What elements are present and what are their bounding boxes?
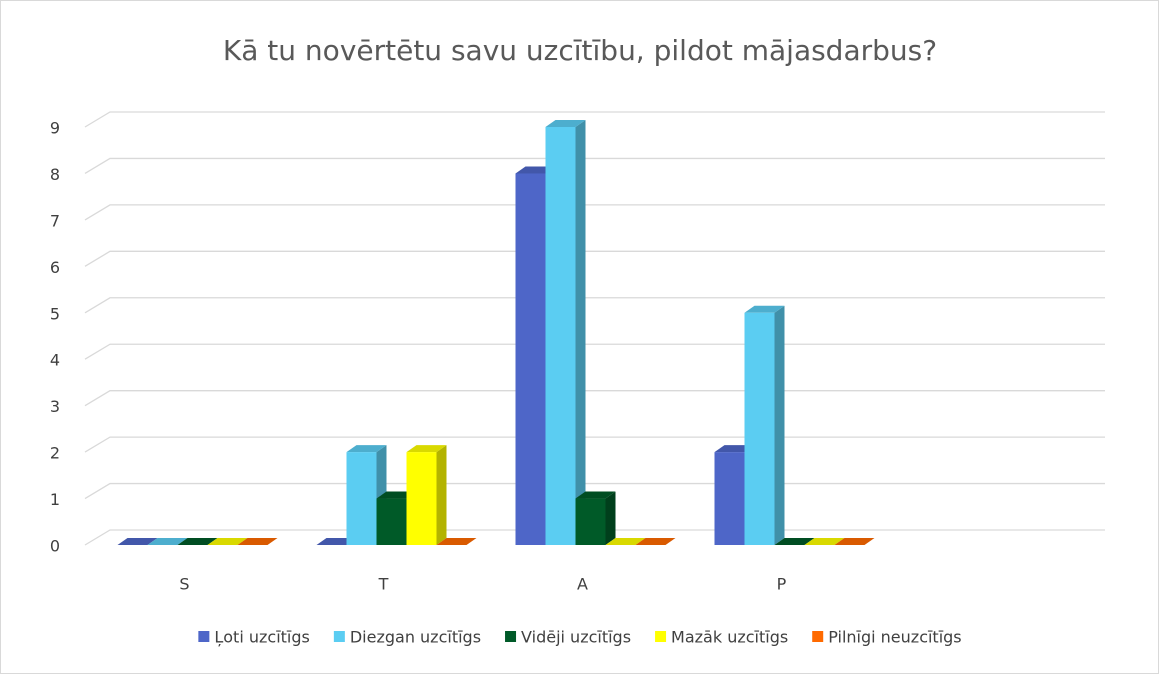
chart-title: Kā tu novērtētu savu uzcītību, pildot mā… xyxy=(223,34,937,67)
bar-top xyxy=(207,538,248,545)
bar-top xyxy=(804,538,845,545)
bar-top xyxy=(575,491,616,499)
bar xyxy=(635,538,676,545)
bar-front xyxy=(714,452,745,545)
legend-label: Pilnīgi neuzcītīgs xyxy=(828,628,961,647)
bar-front xyxy=(376,498,407,545)
bar-front xyxy=(744,312,775,545)
bar xyxy=(605,538,646,545)
bar xyxy=(834,538,875,545)
bar-top xyxy=(834,538,875,545)
bar xyxy=(237,538,278,545)
bar xyxy=(804,538,845,545)
bar-top xyxy=(635,538,676,545)
bar-top xyxy=(346,445,387,453)
bar-side xyxy=(774,305,785,545)
legend-swatch xyxy=(655,631,667,642)
bar-front xyxy=(575,498,606,545)
bar-front xyxy=(545,127,576,545)
bar xyxy=(545,120,586,545)
legend-swatch xyxy=(505,631,517,642)
y-tick-label: 9 xyxy=(50,119,60,138)
y-tick-label: 3 xyxy=(50,397,60,416)
bar xyxy=(117,538,158,545)
legend-label: Diezgan uzcītīgs xyxy=(350,628,481,647)
grid-line xyxy=(84,204,1105,221)
x-tick-label: T xyxy=(378,575,389,594)
bar-top xyxy=(774,538,815,545)
bar-top xyxy=(117,538,158,545)
legend-label: Ļoti uzcītīgs xyxy=(214,628,310,647)
grid-line xyxy=(84,250,1105,267)
bar-top xyxy=(605,538,646,545)
y-tick-label: 0 xyxy=(50,537,60,556)
bar-top xyxy=(436,538,477,545)
grid-line xyxy=(84,111,1105,128)
bar-top xyxy=(406,445,447,453)
bar xyxy=(406,445,447,545)
bar xyxy=(177,538,218,545)
y-tick-label: 7 xyxy=(50,211,60,230)
bar-front xyxy=(346,452,377,545)
bar-front xyxy=(406,452,437,545)
grid-line xyxy=(84,297,1105,314)
bar-side xyxy=(436,445,447,545)
x-tick-label: A xyxy=(577,575,588,594)
x-tick-label: P xyxy=(777,575,787,594)
x-tick-label: S xyxy=(179,575,189,594)
legend-swatch xyxy=(812,631,824,642)
bar-top xyxy=(147,538,188,545)
bar xyxy=(774,538,815,545)
bar-top xyxy=(237,538,278,545)
y-tick-label: 6 xyxy=(50,258,60,277)
y-tick-label: 8 xyxy=(50,165,60,184)
legend-swatch xyxy=(198,631,210,642)
bar-top xyxy=(545,120,586,127)
y-tick-label: 4 xyxy=(50,351,60,370)
bar-side xyxy=(575,120,586,545)
y-tick-label: 5 xyxy=(50,304,60,323)
bar xyxy=(575,491,616,545)
bar-top xyxy=(177,538,218,545)
bar-top xyxy=(744,305,785,313)
bar-front xyxy=(515,173,546,545)
grid-line xyxy=(84,157,1105,175)
legend-swatch xyxy=(333,631,345,642)
y-tick-label: 2 xyxy=(50,444,60,463)
legend-label: Vidēji uzcītīgs xyxy=(521,628,631,647)
bar-side xyxy=(605,491,616,545)
y-tick-label: 1 xyxy=(50,490,60,509)
bar xyxy=(744,305,785,545)
bar xyxy=(207,538,248,545)
bar xyxy=(147,538,188,545)
legend-label: Mazāk uzcītīgs xyxy=(671,628,788,647)
bar xyxy=(436,538,477,545)
